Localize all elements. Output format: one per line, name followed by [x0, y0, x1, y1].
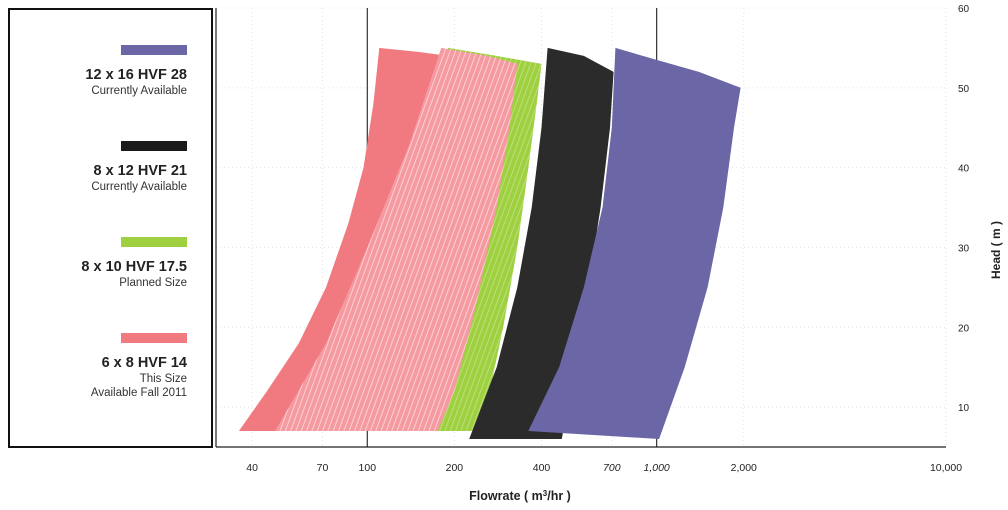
legend-series-note: This Size	[139, 373, 187, 385]
legend-series-note: Available Fall 2011	[90, 387, 187, 399]
y-tick-label: 30	[958, 243, 970, 254]
x-tick-label: 70	[317, 462, 329, 474]
y-tick-label: 10	[958, 403, 970, 414]
x-tick-label: 40	[246, 462, 258, 474]
legend-series-name: 6 x 8 HVF 14	[101, 355, 187, 371]
series-layer	[238, 47, 741, 440]
legend-entry-hvf14: 6 x 8 HVF 14 This Size Available Fall 20…	[91, 330, 187, 400]
legend-swatch	[121, 333, 187, 343]
y-tick-label: 60	[958, 4, 970, 15]
x-tick-label: 1,000	[644, 462, 670, 474]
legend-series-note: Currently Available	[91, 181, 187, 193]
legend-series-note: Currently Available	[91, 85, 187, 97]
legend-series-name: 12 x 16 HVF 28	[85, 67, 187, 83]
range-band-6-x-8-hvf-14	[275, 47, 518, 432]
x-tick-label: 100	[359, 462, 377, 474]
x-tick-label: 700	[603, 462, 621, 474]
y-tick-label: 20	[958, 323, 970, 334]
legend-series-note: Planned Size	[119, 277, 187, 289]
y-tick-label: 50	[958, 84, 970, 95]
legend-entry-hvf28: 12 x 16 HVF 28 Currently Available	[85, 42, 187, 98]
axis-layer: 40 70 100 200 400 700 1,000 2,000 10,000 10 20 30 40…	[215, 4, 1003, 504]
y-axis-label: Head ( m )	[989, 221, 1003, 279]
legend-entry-hvf21: 8 x 12 HVF 21 Currently Available	[91, 138, 187, 194]
range-band-12-x-16-hvf-28	[528, 47, 741, 440]
legend-swatch	[121, 45, 187, 55]
x-tick-label: 400	[533, 462, 551, 474]
legend-panel: 12 x 16 HVF 28 Currently Available 8 x 1…	[8, 8, 213, 448]
x-tick-label: 200	[446, 462, 464, 474]
legend-swatch	[121, 237, 187, 247]
legend-entry-hvf17-5: 8 x 10 HVF 17.5 Planned Size	[81, 234, 187, 290]
legend-series-name: 8 x 12 HVF 21	[93, 163, 188, 179]
x-axis-label: Flowrate ( m3/hr )	[469, 489, 571, 504]
x-tick-label: 2,000	[731, 462, 757, 474]
legend-swatch	[121, 141, 187, 151]
y-tick-label: 40	[958, 164, 970, 175]
legend-series-name: 8 x 10 HVF 17.5	[81, 259, 187, 275]
x-tick-label: 10,000	[930, 462, 962, 474]
